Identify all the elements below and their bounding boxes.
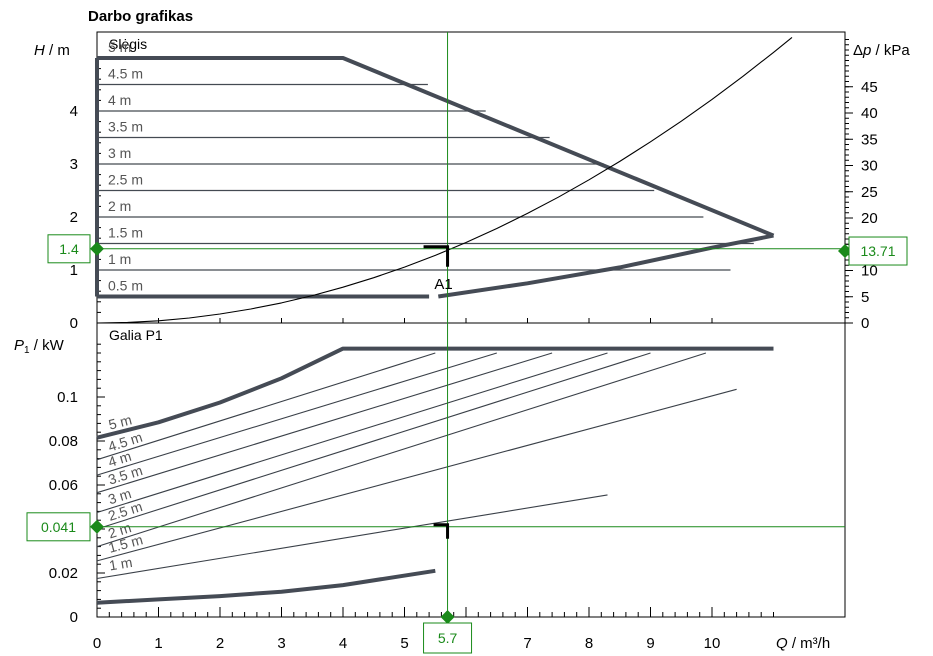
x-tick-label: 2 [216, 635, 224, 652]
power-curve [96, 352, 651, 530]
head-value-box [47, 234, 91, 264]
x-tick-label: 3 [277, 635, 285, 652]
power-value: 0.041 [41, 519, 76, 535]
y2-tick-label: 10 [861, 263, 878, 280]
power-curve-label: 2 m [106, 519, 133, 541]
head-curve-label: 4 m [108, 92, 131, 108]
flow-marker [440, 610, 455, 624]
power-curve-label: 1 m [108, 554, 134, 574]
y-axis-label: H / m [34, 42, 70, 59]
power-curve [96, 352, 608, 514]
panel-label-galia: Galia P1 [109, 327, 163, 343]
y-tick-label: 0 [70, 315, 78, 332]
y2-tick-label: 0 [861, 315, 869, 332]
p1-tick-label: 0.02 [49, 565, 78, 582]
x-tick-label: 1 [154, 635, 162, 652]
y2-tick-label: 40 [861, 105, 878, 122]
power-curve [96, 352, 553, 494]
y-tick-label: 3 [70, 156, 78, 173]
a1-power-marker [433, 523, 450, 539]
power-curve [96, 352, 707, 548]
head-curve-label: 3.5 m [108, 119, 143, 135]
p1-tick-label: 0 [70, 609, 78, 626]
y-tick-label: 2 [70, 209, 78, 226]
power-curve [96, 494, 608, 580]
x-tick-label: 5 [400, 635, 408, 652]
head-curve-label: 1.5 m [108, 225, 143, 241]
p1-tick-label: 0.1 [57, 389, 78, 406]
power-curve [96, 352, 497, 476]
power-curve [96, 352, 436, 461]
y2-tick-label: 5 [861, 289, 869, 306]
x-tick-label: 9 [646, 635, 654, 652]
chart-title: Darbo grafikas [88, 8, 193, 25]
head-curve-label: 2 m [108, 198, 131, 214]
top-plot-frame [96, 31, 846, 324]
p1-tick-label: 0.08 [49, 433, 78, 450]
x-tick-label: 0 [93, 635, 101, 652]
x-tick-label: 7 [523, 635, 531, 652]
x-tick-label: 4 [339, 635, 347, 652]
dp-value: 13.71 [860, 243, 895, 259]
x-tick-label: 10 [704, 635, 721, 652]
power-curve-label: 3 m [106, 485, 133, 507]
max-flow-curve [438, 233, 774, 299]
head-curve-label: 5 m [108, 39, 131, 55]
a1-corner-marker [423, 245, 450, 267]
y2-axis-label: Δp / kPa [853, 42, 910, 59]
panel-label-slegis: Slėgis [109, 36, 147, 52]
y2-tick-label: 20 [861, 210, 878, 227]
y2-tick-label: 45 [861, 79, 878, 96]
power-curve-label: 4 m [106, 448, 133, 470]
head-curve-label: 3 m [108, 145, 131, 161]
max-power-curve [96, 346, 774, 440]
head-curve-label: 4.5 m [108, 66, 143, 82]
power-curve [96, 388, 737, 562]
y-tick-label: 1 [70, 262, 78, 279]
power-value-box [26, 512, 91, 542]
y2-tick-label: 35 [861, 131, 878, 148]
p1-tick-label: 0.06 [49, 477, 78, 494]
head-curve-label: 1 m [108, 251, 131, 267]
max-head-curve [97, 56, 775, 238]
flow-value: 5.7 [438, 630, 458, 646]
head-curve-label: 2.5 m [108, 172, 143, 188]
dp-value-box [848, 236, 908, 266]
x-axis-label: Q / m³/h [776, 635, 830, 652]
flow-value-box [423, 622, 473, 654]
y-tick-label: 4 [70, 103, 78, 120]
head-value: 1.4 [59, 241, 79, 257]
head-curve-label: 0.5 m [108, 278, 143, 294]
min-power-curve [96, 568, 436, 605]
head-marker [90, 241, 104, 256]
bottom-plot-frame [96, 322, 846, 618]
y2-tick-label: 30 [861, 158, 878, 175]
power-curve-label: 5 m [107, 411, 134, 432]
p1-axis-label: P1 / kW [14, 337, 65, 356]
x-tick-label: 8 [585, 635, 593, 652]
y2-tick-label: 25 [861, 184, 878, 201]
a1-label: A1 [434, 276, 452, 293]
power-marker [90, 519, 104, 534]
